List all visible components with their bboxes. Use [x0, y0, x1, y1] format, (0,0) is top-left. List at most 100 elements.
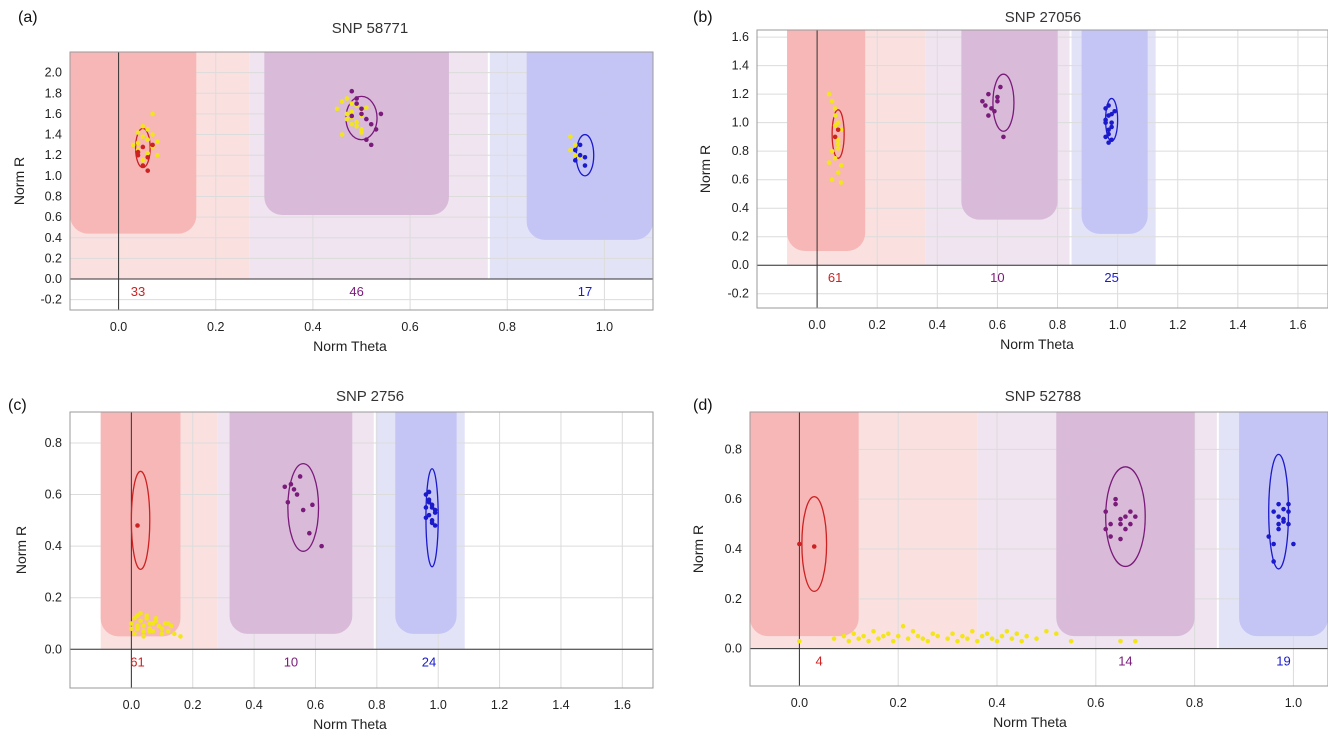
bb-point	[426, 512, 432, 518]
ab-point	[297, 474, 303, 479]
x-tick-label: 0.6	[1087, 696, 1104, 710]
ab-point	[986, 113, 991, 118]
bb-point	[426, 499, 432, 505]
nocall-point	[984, 631, 990, 636]
nocall-point	[925, 638, 931, 644]
y-tick-label: 1.2	[45, 148, 62, 162]
x-tick-label: 0.2	[184, 698, 201, 712]
nocall-point	[354, 124, 359, 129]
ab-count-label: 10	[990, 270, 1004, 285]
nocall-point	[838, 163, 844, 168]
nocall-point	[846, 638, 852, 644]
nocall-point	[979, 633, 985, 639]
aa-point	[145, 154, 151, 160]
chart-panel-c: 61 10 24 0.0 0.2 0.4 0.6 0.8 1.0 1.2 1.4 1.6 0.0 0.2 0…	[8, 388, 654, 732]
x-tick-label: 0.6	[307, 698, 324, 712]
nocall-point	[144, 616, 150, 621]
ab-point	[998, 84, 1003, 90]
y-tick-label: 0.0	[725, 642, 742, 656]
bb-point	[1276, 501, 1281, 507]
bb-count-label: 24	[422, 654, 436, 669]
ab-count-label: 14	[1118, 654, 1132, 669]
bb-point	[577, 152, 583, 158]
chart-panel-a: 33 46 17 0.0 0.2 0.4 0.6 0.8 1.0 -0.2 0.0 0.2 0.4 0.6…	[11, 9, 654, 354]
nocall-point	[945, 636, 950, 641]
nocall-point	[960, 633, 965, 639]
x-tick-label: 1.0	[430, 698, 447, 712]
nocall-point	[349, 121, 355, 127]
ab-point	[1118, 521, 1123, 527]
ab-point	[1123, 514, 1128, 519]
y-tick-label: 1.2	[732, 87, 749, 101]
nocall-point	[178, 634, 183, 639]
nocall-point	[970, 628, 975, 634]
chart-panel-b: 61 10 25 0.0 0.2 0.4 0.6 0.8 1.0 1.2 1.4 1.6 -0.2 0.0…	[693, 9, 1328, 352]
nocall-point	[344, 111, 350, 117]
ab-point	[1001, 134, 1006, 140]
ab-point	[1118, 516, 1123, 522]
y-tick-label: 0.8	[725, 442, 742, 456]
nocall-point	[1004, 628, 1010, 634]
ab-point	[368, 121, 374, 127]
nocall-point	[135, 130, 141, 135]
ab-point	[285, 499, 291, 505]
aa-count-label: 61	[828, 270, 842, 285]
bb-point	[423, 505, 429, 510]
nocall-point	[153, 618, 159, 624]
nocall-point	[851, 631, 857, 636]
x-tick-label: 0.4	[245, 698, 262, 712]
ab-point	[1103, 526, 1108, 532]
nocall-point	[910, 628, 916, 634]
nocall-point	[1068, 638, 1074, 644]
ab-cluster-ellipse	[287, 462, 320, 552]
nocall-point	[835, 120, 841, 125]
nocall-point	[339, 99, 345, 104]
ab-point	[1128, 509, 1133, 514]
bb-point	[429, 505, 435, 510]
y-axis-label: Norm R	[11, 157, 27, 205]
x-tick-label: 0.8	[368, 698, 385, 712]
nocall-point	[890, 638, 896, 644]
aa-cluster-ellipse	[130, 470, 151, 570]
x-axis-label: Norm Theta	[313, 716, 387, 732]
y-tick-label: -0.2	[40, 293, 62, 307]
bb-point	[1276, 526, 1281, 532]
bb-point	[1103, 134, 1108, 140]
nocall-point	[150, 132, 155, 137]
y-tick-label: 1.6	[732, 30, 749, 44]
aa-cluster-region	[787, 30, 866, 251]
nocall-point	[1014, 631, 1020, 636]
aa-point	[135, 523, 140, 528]
bb-point	[1109, 111, 1114, 117]
bb-point	[426, 489, 432, 495]
nocall-point	[135, 140, 141, 146]
bb-cluster-region	[1239, 412, 1328, 637]
ab-cluster-region	[1056, 412, 1195, 637]
ab-point	[989, 106, 994, 111]
bb-count-label: 19	[1276, 654, 1290, 669]
nocall-point	[359, 130, 364, 135]
ab-point	[1118, 536, 1123, 542]
bb-point	[1276, 514, 1281, 519]
nocall-point	[145, 127, 151, 132]
ab-point	[1108, 534, 1113, 539]
nocall-point	[165, 628, 171, 634]
x-tick-label: 0.0	[110, 320, 127, 334]
nocall-point	[155, 139, 160, 145]
nocall-point	[994, 638, 1000, 644]
y-axis-label: Norm R	[13, 526, 29, 574]
y-tick-label: 0.0	[732, 258, 749, 272]
nocall-point	[138, 610, 143, 616]
ab-point	[1133, 514, 1138, 519]
bb-point	[1271, 541, 1276, 547]
plot-frame	[749, 411, 1328, 687]
bb-point	[1286, 509, 1291, 514]
y-tick-label: 1.6	[45, 107, 62, 121]
x-tick-label: 0.8	[499, 320, 516, 334]
bb-point	[1109, 124, 1114, 130]
ab-point	[359, 106, 364, 112]
ab-point	[1103, 509, 1108, 514]
y-tick-label: 0.0	[45, 272, 62, 286]
nocall-point	[955, 638, 960, 644]
ab-point	[1113, 501, 1118, 507]
